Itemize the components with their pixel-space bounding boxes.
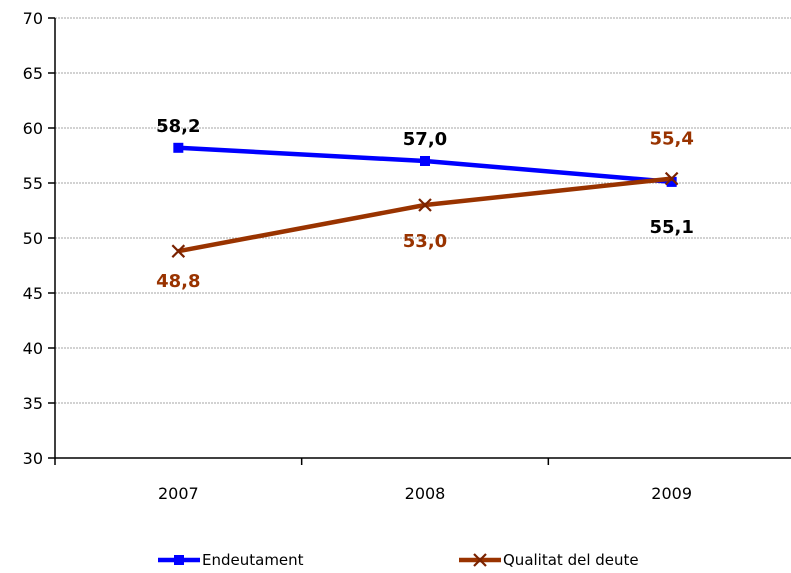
data-point: [171, 244, 186, 258]
x-tick-label: 2009: [651, 484, 692, 503]
gridlines: [55, 17, 791, 404]
data-label: 55,4: [649, 129, 693, 150]
y-tick-label: 40: [23, 339, 43, 358]
y-tick-label: 50: [23, 229, 43, 248]
series-group: [171, 142, 679, 258]
legend-label: Qualitat del deute: [503, 551, 639, 569]
y-axis-ticks: 30 35 40 45 50 55 60 65 70: [23, 9, 55, 468]
legend-marker: [473, 553, 487, 567]
x-tick-label: 2007: [158, 484, 199, 503]
data-point: [420, 156, 430, 166]
data-label: 57,0: [403, 129, 447, 150]
y-tick-label: 70: [23, 9, 43, 28]
y-tick-label: 55: [23, 174, 43, 193]
y-tick-label: 65: [23, 64, 43, 83]
legend-marker: [174, 555, 184, 565]
data-point: [666, 176, 677, 187]
data-point: [173, 142, 184, 153]
data-label: 48,8: [156, 271, 200, 292]
x-axis-ticks: 2007 2008 2009: [54, 458, 692, 503]
y-tick-label: 60: [23, 119, 43, 138]
y-tick-label: 30: [23, 449, 43, 468]
y-tick-label: 35: [23, 394, 43, 413]
legend-label: Endeutament: [202, 551, 304, 569]
legend: Endeutament Qualitat del deute: [158, 551, 639, 569]
y-tick-label: 45: [23, 284, 43, 303]
data-label: 55,1: [649, 217, 693, 238]
data-labels: 58,2 57,0 55,1 48,8 53,0 55,4: [156, 116, 694, 292]
data-point: [418, 198, 432, 212]
x-tick-label: 2008: [405, 484, 446, 503]
data-label: 53,0: [403, 231, 447, 252]
data-point: [664, 171, 679, 186]
data-label: 58,2: [156, 116, 200, 137]
